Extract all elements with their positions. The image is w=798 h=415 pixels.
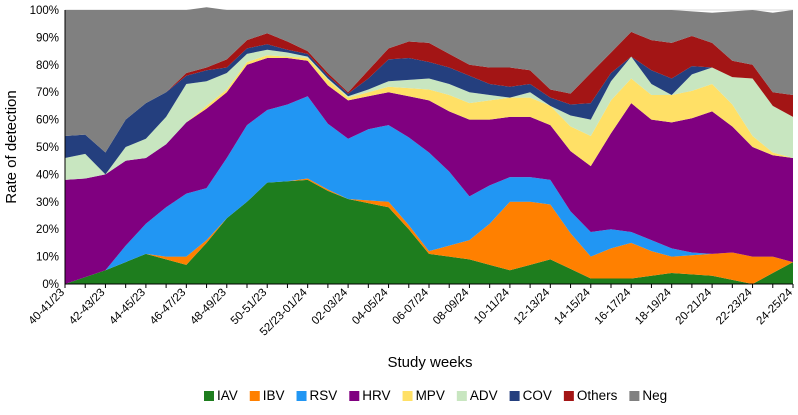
legend-label-iav: IAV — [217, 388, 238, 403]
x-axis-label: Study weeks — [387, 354, 472, 371]
legend-swatch-iav — [204, 391, 214, 401]
legend-label-others: Others — [577, 388, 618, 403]
y-tick-label: 90% — [36, 32, 59, 44]
legend-label-neg: Neg — [642, 388, 667, 403]
y-tick-label: 30% — [36, 197, 59, 209]
legend-label-rsv: RSV — [310, 388, 338, 403]
area-iav — [65, 179, 793, 284]
area-ibv — [65, 178, 793, 284]
legend-swatch-cov — [509, 391, 520, 401]
y-tick-labels: 0% 10% 20% 30% 40% 50% 60% 70% 80% 90% 100% — [30, 5, 59, 291]
legend-label-hrv: HRV — [362, 388, 390, 403]
area-rsv — [65, 96, 793, 284]
y-axis-label: Rate of detection — [3, 90, 20, 203]
x-tick-label: 02-03/24 — [310, 286, 351, 327]
area-series-group — [65, 7, 793, 285]
x-tick-label: 04-05/24 — [350, 286, 391, 327]
legend-swatch-neg — [629, 391, 640, 401]
x-tick-label: 44-45/23 — [107, 287, 148, 328]
y-tick-label: 0% — [42, 279, 59, 291]
legend: IAV IBV RSV HRV MPV ADV COV Others Neg — [204, 388, 667, 403]
legend-swatch-rsv — [296, 391, 307, 401]
x-tick-label: 14-15/24 — [552, 286, 593, 327]
legend-label-mpv: MPV — [416, 388, 445, 403]
x-tick-label: 40-41/23 — [27, 287, 68, 328]
x-tick-label: 12-13/24 — [512, 286, 553, 327]
legend-swatch-mpv — [402, 391, 413, 401]
legend-label-cov: COV — [523, 388, 552, 403]
legend-swatch-adv — [456, 391, 467, 401]
x-tick-label: 22-23/24 — [714, 286, 755, 327]
area-cov — [65, 44, 793, 175]
x-tick-label: 42-43/23 — [67, 287, 108, 328]
area-others — [65, 31, 793, 153]
x-tick-label: 10-11/24 — [472, 286, 512, 326]
legend-label-adv: ADV — [470, 388, 498, 403]
x-tick-label: 20-21/24 — [674, 286, 715, 327]
x-tick-label: 16-17/24 — [593, 286, 634, 327]
y-tick-label: 40% — [36, 169, 59, 181]
x-tick-label: 46-47/23 — [148, 287, 189, 328]
y-tick-label: 20% — [36, 224, 59, 236]
x-tick-labels: 40-41/23 42-43/23 44-45/23 46-47/23 48-49/23… — [27, 286, 796, 338]
y-tick-label: 80% — [36, 60, 59, 72]
x-tick-label: 24-25/24 — [755, 286, 796, 327]
legend-label-ibv: IBV — [263, 388, 285, 403]
legend-swatch-ibv — [249, 391, 260, 401]
y-tick-label: 50% — [36, 142, 59, 154]
area-hrv — [65, 57, 793, 285]
x-tick-label: 50-51/23 — [229, 287, 270, 328]
legend-swatch-others — [563, 391, 574, 401]
y-tick-label: 10% — [36, 252, 59, 264]
y-tick-label: 60% — [36, 115, 59, 127]
legend-swatch-hrv — [349, 391, 360, 401]
y-tick-label: 70% — [36, 87, 59, 99]
x-tick-label: 08-09/24 — [431, 286, 472, 327]
x-tick-label: 48-49/23 — [188, 287, 229, 328]
x-tick-label: 06-07/24 — [391, 286, 432, 327]
area-neg — [65, 7, 793, 153]
x-tick-label: 18-19/24 — [633, 286, 674, 327]
axes — [64, 10, 794, 288]
area-adv — [65, 49, 793, 180]
y-tick-label: 100% — [30, 5, 59, 17]
